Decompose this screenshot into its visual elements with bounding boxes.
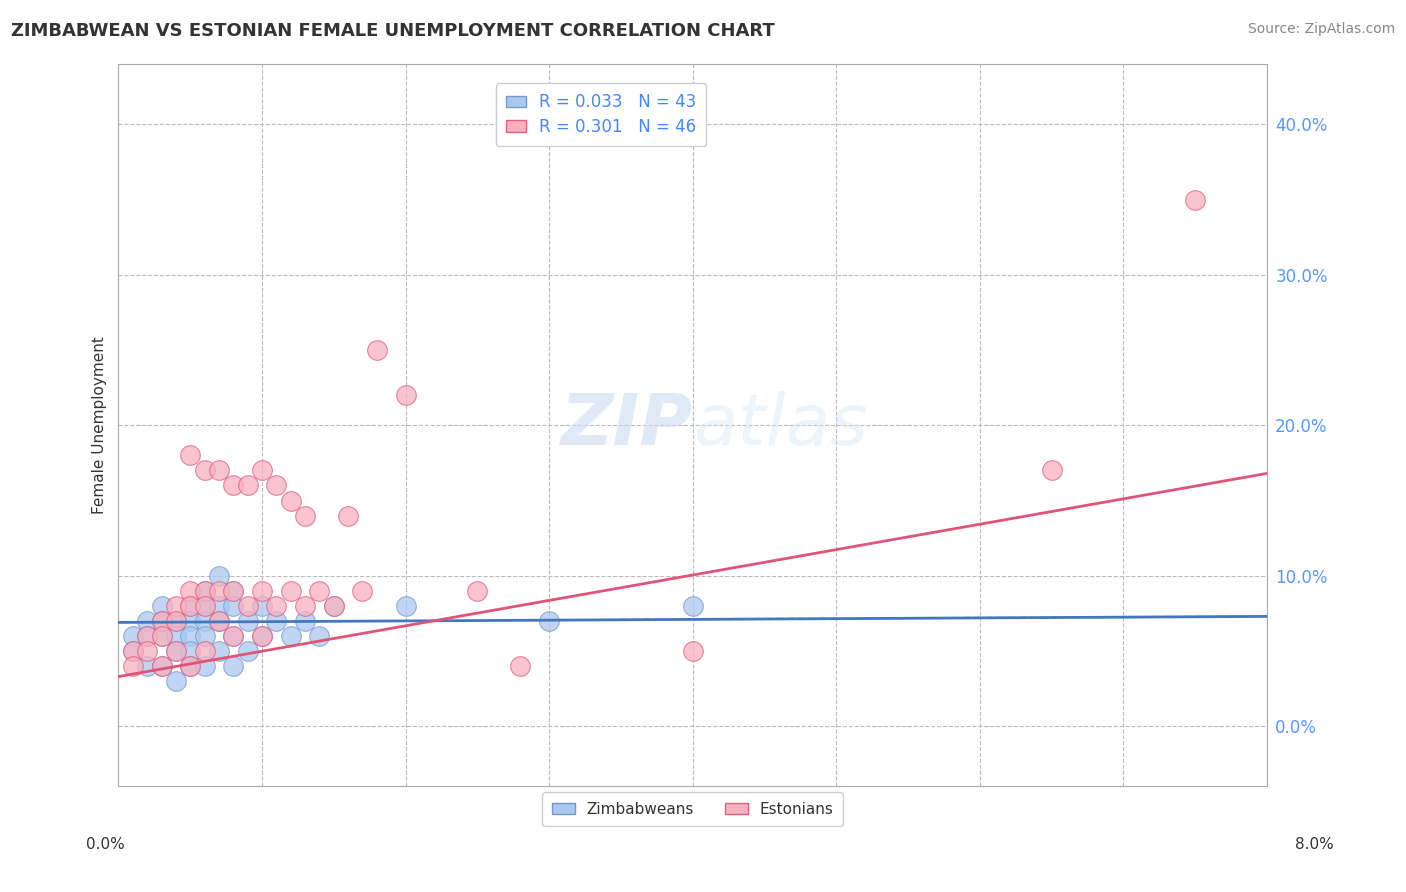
Point	[136, 659, 159, 673]
Point	[236, 478, 259, 492]
Point	[179, 583, 201, 598]
Point	[136, 629, 159, 643]
Point	[121, 659, 143, 673]
Point	[165, 599, 187, 613]
Point	[179, 614, 201, 628]
Point	[165, 674, 187, 689]
Text: 0.0%: 0.0%	[86, 838, 125, 852]
Point	[322, 599, 344, 613]
Point	[280, 493, 302, 508]
Point	[208, 599, 231, 613]
Point	[179, 644, 201, 658]
Point	[465, 583, 488, 598]
Point	[121, 629, 143, 643]
Point	[322, 599, 344, 613]
Point	[1040, 463, 1063, 477]
Point	[222, 583, 245, 598]
Point	[236, 614, 259, 628]
Point	[150, 659, 173, 673]
Point	[150, 659, 173, 673]
Point	[150, 599, 173, 613]
Text: Source: ZipAtlas.com: Source: ZipAtlas.com	[1247, 22, 1395, 37]
Point	[222, 659, 245, 673]
Point	[208, 644, 231, 658]
Point	[222, 583, 245, 598]
Point	[250, 463, 273, 477]
Point	[136, 614, 159, 628]
Point	[294, 614, 316, 628]
Point	[150, 614, 173, 628]
Point	[194, 614, 217, 628]
Point	[121, 644, 143, 658]
Point	[194, 599, 217, 613]
Point	[194, 599, 217, 613]
Text: ZIMBABWEAN VS ESTONIAN FEMALE UNEMPLOYMENT CORRELATION CHART: ZIMBABWEAN VS ESTONIAN FEMALE UNEMPLOYME…	[11, 22, 775, 40]
Point	[280, 629, 302, 643]
Point	[194, 583, 217, 598]
Point	[236, 599, 259, 613]
Point	[194, 583, 217, 598]
Point	[150, 629, 173, 643]
Point	[179, 599, 201, 613]
Point	[222, 478, 245, 492]
Point	[366, 343, 388, 357]
Point	[266, 614, 288, 628]
Text: ZIP: ZIP	[561, 391, 693, 459]
Point	[509, 659, 531, 673]
Point	[352, 583, 374, 598]
Point	[208, 583, 231, 598]
Point	[194, 463, 217, 477]
Point	[208, 614, 231, 628]
Point	[179, 449, 201, 463]
Point	[165, 644, 187, 658]
Point	[208, 463, 231, 477]
Point	[308, 583, 330, 598]
Point	[165, 629, 187, 643]
Point	[208, 568, 231, 582]
Point	[682, 599, 704, 613]
Point	[538, 614, 561, 628]
Point	[165, 614, 187, 628]
Point	[194, 629, 217, 643]
Point	[136, 644, 159, 658]
Point	[121, 644, 143, 658]
Point	[165, 614, 187, 628]
Point	[222, 599, 245, 613]
Point	[294, 599, 316, 613]
Point	[236, 644, 259, 658]
Point	[250, 583, 273, 598]
Y-axis label: Female Unemployment: Female Unemployment	[93, 336, 107, 514]
Point	[394, 388, 416, 402]
Point	[179, 659, 201, 673]
Point	[280, 583, 302, 598]
Point	[266, 599, 288, 613]
Point	[308, 629, 330, 643]
Point	[194, 659, 217, 673]
Point	[179, 599, 201, 613]
Point	[150, 614, 173, 628]
Point	[165, 644, 187, 658]
Text: 8.0%: 8.0%	[1295, 838, 1334, 852]
Point	[394, 599, 416, 613]
Point	[179, 629, 201, 643]
Point	[266, 478, 288, 492]
Point	[337, 508, 360, 523]
Point	[682, 644, 704, 658]
Legend: Zimbabweans, Estonians: Zimbabweans, Estonians	[543, 792, 842, 826]
Point	[250, 629, 273, 643]
Point	[208, 614, 231, 628]
Text: atlas: atlas	[693, 391, 868, 459]
Point	[194, 644, 217, 658]
Point	[1184, 193, 1206, 207]
Point	[222, 629, 245, 643]
Point	[222, 629, 245, 643]
Point	[136, 629, 159, 643]
Point	[179, 659, 201, 673]
Point	[294, 508, 316, 523]
Point	[150, 629, 173, 643]
Point	[250, 599, 273, 613]
Point	[250, 629, 273, 643]
